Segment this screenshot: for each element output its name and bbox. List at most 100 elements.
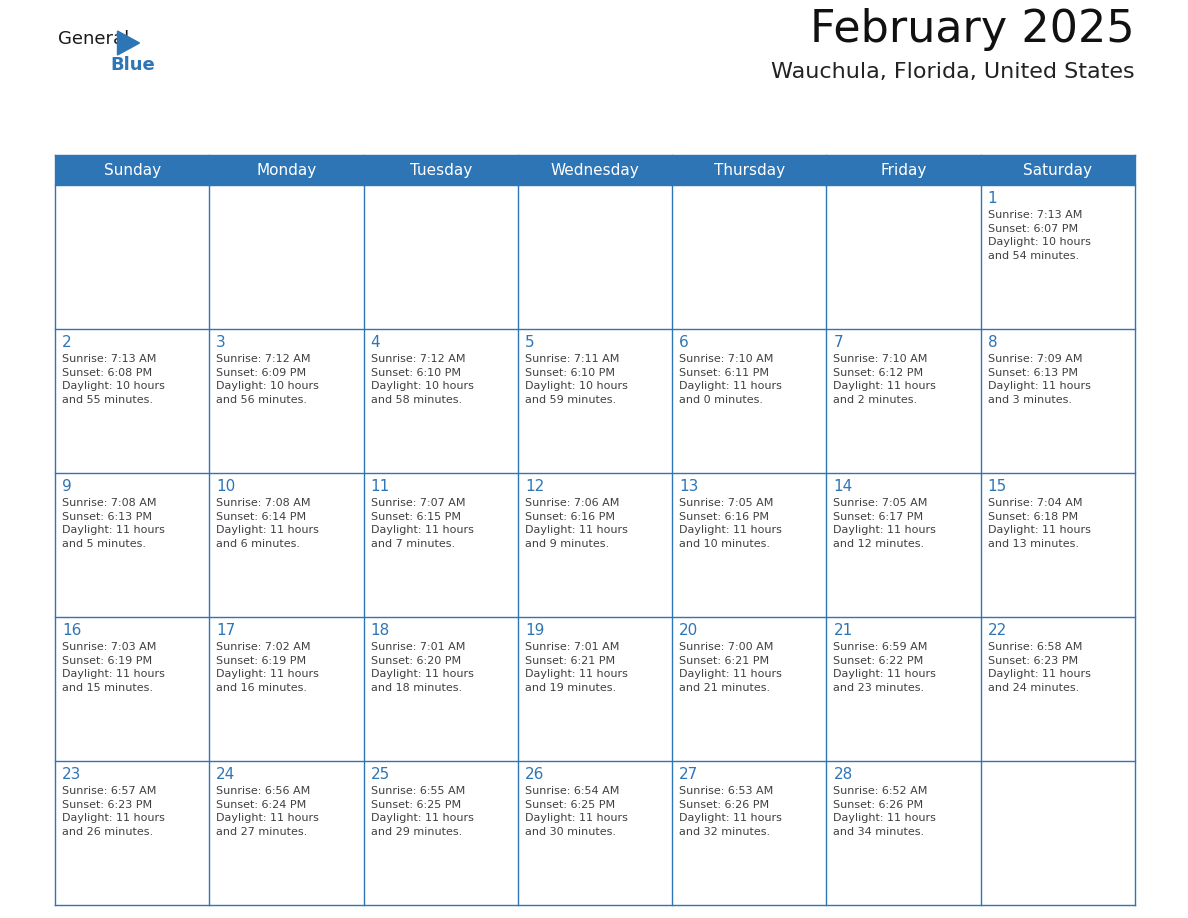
Bar [518, 761, 672, 905]
Text: Sunrise: 7:12 AM
Sunset: 6:10 PM
Daylight: 10 hours
and 58 minutes.: Sunrise: 7:12 AM Sunset: 6:10 PM Dayligh… [371, 354, 474, 405]
Bar [827, 617, 981, 761]
Text: Monday: Monday [257, 162, 316, 177]
Bar [364, 185, 518, 329]
Text: Sunrise: 7:00 AM
Sunset: 6:21 PM
Daylight: 11 hours
and 21 minutes.: Sunrise: 7:00 AM Sunset: 6:21 PM Dayligh… [680, 642, 782, 693]
Text: 22: 22 [987, 623, 1007, 638]
Text: Sunrise: 7:05 AM
Sunset: 6:16 PM
Daylight: 11 hours
and 10 minutes.: Sunrise: 7:05 AM Sunset: 6:16 PM Dayligh… [680, 498, 782, 549]
Text: Tuesday: Tuesday [410, 162, 472, 177]
Bar [672, 617, 827, 761]
Text: Sunrise: 6:56 AM
Sunset: 6:24 PM
Daylight: 11 hours
and 27 minutes.: Sunrise: 6:56 AM Sunset: 6:24 PM Dayligh… [216, 786, 320, 837]
Bar [827, 473, 981, 617]
Text: Sunrise: 6:57 AM
Sunset: 6:23 PM
Daylight: 11 hours
and 26 minutes.: Sunrise: 6:57 AM Sunset: 6:23 PM Dayligh… [62, 786, 165, 837]
Text: Sunrise: 7:11 AM
Sunset: 6:10 PM
Daylight: 10 hours
and 59 minutes.: Sunrise: 7:11 AM Sunset: 6:10 PM Dayligh… [525, 354, 627, 405]
Bar [827, 185, 981, 329]
Text: 20: 20 [680, 623, 699, 638]
Text: 8: 8 [987, 335, 998, 350]
Bar [364, 761, 518, 905]
Bar [981, 761, 1135, 905]
Bar [672, 329, 827, 473]
Text: 17: 17 [216, 623, 235, 638]
Bar [364, 617, 518, 761]
Bar [209, 473, 364, 617]
Text: General: General [58, 30, 129, 48]
Text: Sunrise: 6:54 AM
Sunset: 6:25 PM
Daylight: 11 hours
and 30 minutes.: Sunrise: 6:54 AM Sunset: 6:25 PM Dayligh… [525, 786, 627, 837]
Text: 4: 4 [371, 335, 380, 350]
Text: 9: 9 [62, 479, 71, 494]
Text: Sunrise: 7:01 AM
Sunset: 6:21 PM
Daylight: 11 hours
and 19 minutes.: Sunrise: 7:01 AM Sunset: 6:21 PM Dayligh… [525, 642, 627, 693]
Text: 25: 25 [371, 767, 390, 782]
Text: 2: 2 [62, 335, 71, 350]
Text: Friday: Friday [880, 162, 927, 177]
Text: 3: 3 [216, 335, 226, 350]
Text: Sunrise: 7:07 AM
Sunset: 6:15 PM
Daylight: 11 hours
and 7 minutes.: Sunrise: 7:07 AM Sunset: 6:15 PM Dayligh… [371, 498, 474, 549]
Text: 19: 19 [525, 623, 544, 638]
Text: 28: 28 [834, 767, 853, 782]
Bar [518, 185, 672, 329]
Text: 10: 10 [216, 479, 235, 494]
Bar [981, 617, 1135, 761]
Text: Sunrise: 6:55 AM
Sunset: 6:25 PM
Daylight: 11 hours
and 29 minutes.: Sunrise: 6:55 AM Sunset: 6:25 PM Dayligh… [371, 786, 474, 837]
Text: 12: 12 [525, 479, 544, 494]
Text: Wauchula, Florida, United States: Wauchula, Florida, United States [771, 62, 1135, 82]
Bar [209, 329, 364, 473]
Bar [55, 155, 1135, 185]
Text: Sunrise: 7:10 AM
Sunset: 6:12 PM
Daylight: 11 hours
and 2 minutes.: Sunrise: 7:10 AM Sunset: 6:12 PM Dayligh… [834, 354, 936, 405]
Text: 6: 6 [680, 335, 689, 350]
Text: Sunrise: 7:12 AM
Sunset: 6:09 PM
Daylight: 10 hours
and 56 minutes.: Sunrise: 7:12 AM Sunset: 6:09 PM Dayligh… [216, 354, 320, 405]
Text: Sunrise: 6:53 AM
Sunset: 6:26 PM
Daylight: 11 hours
and 32 minutes.: Sunrise: 6:53 AM Sunset: 6:26 PM Dayligh… [680, 786, 782, 837]
Text: 27: 27 [680, 767, 699, 782]
Text: 1: 1 [987, 191, 998, 206]
Text: Sunrise: 6:52 AM
Sunset: 6:26 PM
Daylight: 11 hours
and 34 minutes.: Sunrise: 6:52 AM Sunset: 6:26 PM Dayligh… [834, 786, 936, 837]
Bar [518, 617, 672, 761]
Bar [55, 329, 209, 473]
Text: 7: 7 [834, 335, 843, 350]
Bar [981, 329, 1135, 473]
Text: Sunrise: 7:04 AM
Sunset: 6:18 PM
Daylight: 11 hours
and 13 minutes.: Sunrise: 7:04 AM Sunset: 6:18 PM Dayligh… [987, 498, 1091, 549]
Text: Sunrise: 6:59 AM
Sunset: 6:22 PM
Daylight: 11 hours
and 23 minutes.: Sunrise: 6:59 AM Sunset: 6:22 PM Dayligh… [834, 642, 936, 693]
Text: 21: 21 [834, 623, 853, 638]
Text: Saturday: Saturday [1023, 162, 1092, 177]
Bar [518, 329, 672, 473]
Bar [672, 761, 827, 905]
Bar [55, 617, 209, 761]
Text: 15: 15 [987, 479, 1007, 494]
Text: 18: 18 [371, 623, 390, 638]
Bar [364, 329, 518, 473]
Text: February 2025: February 2025 [810, 8, 1135, 51]
Text: Sunrise: 7:05 AM
Sunset: 6:17 PM
Daylight: 11 hours
and 12 minutes.: Sunrise: 7:05 AM Sunset: 6:17 PM Dayligh… [834, 498, 936, 549]
Bar [827, 761, 981, 905]
Text: Sunrise: 7:08 AM
Sunset: 6:14 PM
Daylight: 11 hours
and 6 minutes.: Sunrise: 7:08 AM Sunset: 6:14 PM Dayligh… [216, 498, 320, 549]
Bar [55, 761, 209, 905]
Bar [672, 473, 827, 617]
Text: Sunrise: 7:03 AM
Sunset: 6:19 PM
Daylight: 11 hours
and 15 minutes.: Sunrise: 7:03 AM Sunset: 6:19 PM Dayligh… [62, 642, 165, 693]
Text: Blue: Blue [110, 56, 154, 74]
Bar [981, 185, 1135, 329]
Text: Sunrise: 7:09 AM
Sunset: 6:13 PM
Daylight: 11 hours
and 3 minutes.: Sunrise: 7:09 AM Sunset: 6:13 PM Dayligh… [987, 354, 1091, 405]
Bar [981, 473, 1135, 617]
Text: 13: 13 [680, 479, 699, 494]
Bar [518, 473, 672, 617]
Text: 14: 14 [834, 479, 853, 494]
Text: 5: 5 [525, 335, 535, 350]
Text: Sunrise: 7:01 AM
Sunset: 6:20 PM
Daylight: 11 hours
and 18 minutes.: Sunrise: 7:01 AM Sunset: 6:20 PM Dayligh… [371, 642, 474, 693]
Text: Wednesday: Wednesday [550, 162, 639, 177]
Text: 26: 26 [525, 767, 544, 782]
Text: Sunrise: 7:08 AM
Sunset: 6:13 PM
Daylight: 11 hours
and 5 minutes.: Sunrise: 7:08 AM Sunset: 6:13 PM Dayligh… [62, 498, 165, 549]
Bar [672, 185, 827, 329]
Text: Sunrise: 7:02 AM
Sunset: 6:19 PM
Daylight: 11 hours
and 16 minutes.: Sunrise: 7:02 AM Sunset: 6:19 PM Dayligh… [216, 642, 320, 693]
Bar [55, 185, 209, 329]
Text: Sunrise: 7:13 AM
Sunset: 6:07 PM
Daylight: 10 hours
and 54 minutes.: Sunrise: 7:13 AM Sunset: 6:07 PM Dayligh… [987, 210, 1091, 261]
Bar [827, 329, 981, 473]
Bar [55, 473, 209, 617]
Bar [364, 473, 518, 617]
Text: Sunrise: 7:13 AM
Sunset: 6:08 PM
Daylight: 10 hours
and 55 minutes.: Sunrise: 7:13 AM Sunset: 6:08 PM Dayligh… [62, 354, 165, 405]
Text: Sunrise: 7:10 AM
Sunset: 6:11 PM
Daylight: 11 hours
and 0 minutes.: Sunrise: 7:10 AM Sunset: 6:11 PM Dayligh… [680, 354, 782, 405]
Bar [209, 185, 364, 329]
Text: Thursday: Thursday [714, 162, 785, 177]
Text: 16: 16 [62, 623, 81, 638]
Text: 23: 23 [62, 767, 81, 782]
Text: 24: 24 [216, 767, 235, 782]
Bar [209, 761, 364, 905]
Text: 11: 11 [371, 479, 390, 494]
Text: Sunrise: 7:06 AM
Sunset: 6:16 PM
Daylight: 11 hours
and 9 minutes.: Sunrise: 7:06 AM Sunset: 6:16 PM Dayligh… [525, 498, 627, 549]
